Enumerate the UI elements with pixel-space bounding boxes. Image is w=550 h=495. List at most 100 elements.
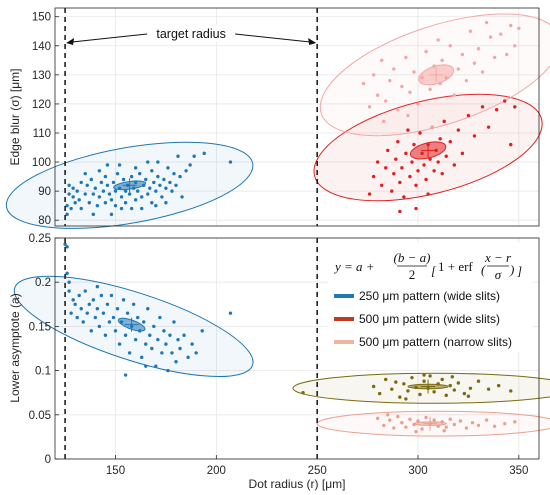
data-point [428, 421, 432, 426]
data-point [371, 73, 376, 77]
data-point [406, 113, 410, 118]
data-point [71, 186, 75, 190]
data-point [367, 192, 372, 196]
data-point [398, 180, 402, 185]
data-point [428, 87, 432, 92]
data-point [448, 44, 452, 48]
data-point [418, 392, 422, 397]
data-point [414, 183, 418, 188]
data-point [158, 183, 162, 188]
data-point [146, 307, 150, 311]
data-point [492, 424, 497, 428]
data-point [131, 302, 136, 306]
data-point [144, 177, 148, 182]
data-point [83, 289, 87, 293]
y-tick-label: 130 [32, 70, 51, 82]
data-point [166, 166, 170, 170]
data-point [83, 171, 87, 176]
data-point [436, 382, 440, 386]
data-point [67, 192, 71, 196]
data-point [513, 105, 517, 109]
bottom-data-points [63, 242, 517, 434]
data-point [420, 76, 424, 80]
annotation-text: target radius [156, 27, 225, 41]
x-tick-label: 150 [106, 465, 125, 477]
data-point [105, 163, 110, 167]
top-axes-box [54, 7, 540, 227]
data-point [67, 183, 71, 188]
data-point [466, 394, 471, 398]
top-y-axis-label: Edge blur (σ) [μm] [8, 68, 22, 165]
data-point [135, 189, 140, 193]
data-point [135, 315, 140, 320]
bottom-target-lines [64, 238, 318, 459]
data-point [432, 390, 436, 394]
data-point [129, 324, 134, 329]
data-point [509, 23, 513, 28]
data-point [468, 386, 473, 390]
data-point [412, 422, 416, 427]
data-point [75, 315, 79, 320]
data-point [434, 148, 438, 153]
data-point [404, 55, 408, 60]
data-point [200, 329, 204, 333]
data-point [375, 416, 380, 421]
data-point [127, 192, 132, 196]
data-point [81, 320, 85, 324]
data-point [91, 212, 96, 217]
data-point [404, 151, 408, 156]
data-point [472, 61, 477, 65]
data-point [188, 163, 192, 167]
x-tick-label: 300 [408, 465, 427, 477]
x-tick-label: 350 [509, 465, 528, 477]
data-point [109, 293, 114, 298]
data-point [152, 180, 156, 185]
annotation-arrowhead-left [66, 38, 75, 45]
data-point [77, 198, 81, 202]
data-point [170, 189, 174, 193]
data-point [73, 201, 77, 205]
data-point [172, 171, 176, 176]
data-point [450, 375, 454, 379]
data-point [438, 81, 442, 86]
data-point [69, 206, 73, 211]
data-point [71, 195, 75, 199]
data-point [194, 351, 198, 355]
formula-lhs: y = a + [333, 259, 375, 274]
data-point [142, 183, 146, 188]
data-point [398, 209, 402, 214]
top-target-lines [64, 8, 318, 226]
data-point [174, 183, 178, 188]
data-point [69, 311, 73, 315]
data-point [416, 169, 420, 173]
data-point [452, 388, 456, 392]
legend-label: 250 μm pattern (wide slits) [359, 289, 500, 303]
data-point [468, 29, 473, 33]
data-point [160, 351, 164, 355]
data-point [95, 307, 100, 311]
formula-body: 1 + erf [438, 259, 473, 274]
data-point [113, 189, 118, 193]
data-point [186, 355, 190, 360]
x-tick-label: 200 [207, 465, 226, 477]
data-point [513, 420, 517, 424]
data-point [93, 186, 98, 190]
legend-label: 500 μm pattern (wide slits) [359, 312, 500, 326]
data-point [416, 419, 420, 423]
data-point [138, 329, 142, 333]
data-point [492, 55, 497, 60]
data-point [164, 342, 168, 346]
data-point [386, 148, 390, 153]
y-tick-label: 80 [38, 215, 51, 227]
data-point [95, 203, 100, 208]
data-point [158, 315, 162, 320]
data-point [452, 163, 456, 167]
data-point [301, 391, 305, 395]
data-point [160, 195, 164, 199]
data-point [380, 183, 384, 188]
data-point [144, 342, 148, 346]
annotation-arrow-left [72, 33, 148, 43]
data-point [410, 160, 414, 164]
data-point [75, 189, 79, 193]
